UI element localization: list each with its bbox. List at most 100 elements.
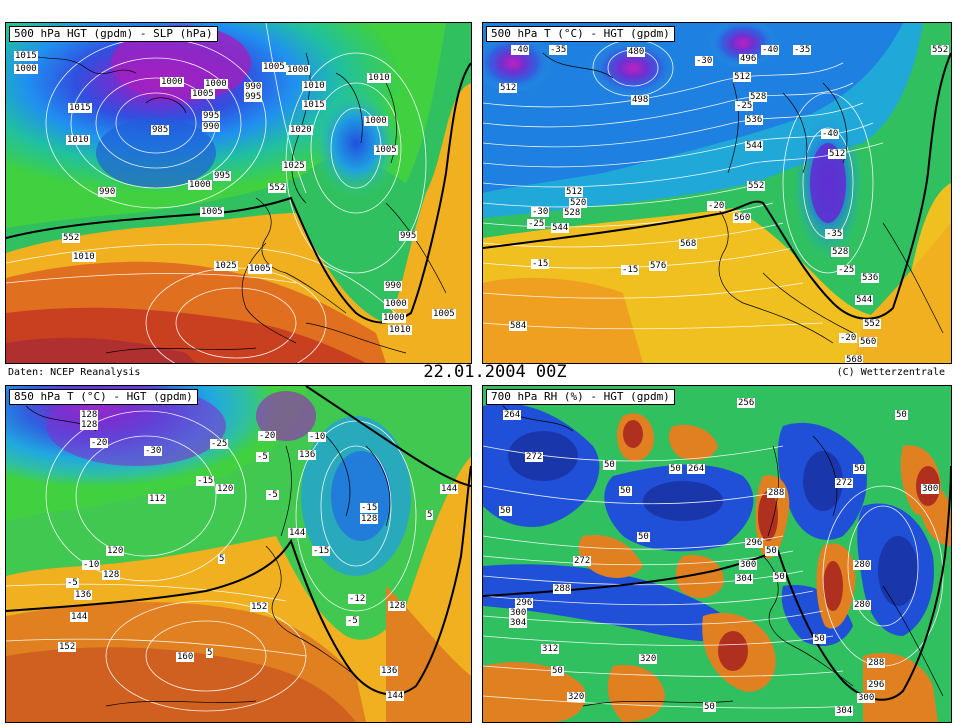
isoline-label: -40 — [511, 45, 530, 55]
isoline-label: -12 — [348, 594, 367, 604]
isoline-label: 498 — [631, 95, 650, 105]
isoline-label: 1010 — [302, 81, 326, 91]
isoline-label: 304 — [735, 574, 754, 584]
map-panel-700hpa-rh-hgt: 700 hPa RH (%) - HGT (gpdm) 264 256 50 2… — [482, 385, 952, 723]
isoline-label: 1010 — [388, 325, 412, 335]
map-panel-500hpa-t-hgt: 500 hPa T (°C) - HGT (gpdm) -40 -35 480 … — [482, 22, 952, 364]
isoline-label: 280 — [853, 600, 872, 610]
isoline-label: -20 — [258, 431, 277, 441]
isoline-label: 128 — [360, 514, 379, 524]
isoline-label: 990 — [244, 82, 263, 92]
isoline-label: -15 — [531, 259, 550, 269]
isoline-label: 512 — [499, 83, 518, 93]
isoline-label: 288 — [553, 584, 572, 594]
isoline-label: 528 — [563, 208, 582, 218]
isoline-label: 990 — [98, 187, 117, 197]
isoline-label: -15 — [621, 265, 640, 275]
isoline-label: 136 — [298, 450, 317, 460]
isoline-label: -5 — [256, 452, 269, 462]
isoline-label: 552 — [268, 183, 287, 193]
isoline-label: 528 — [749, 92, 768, 102]
isoline-label: 272 — [835, 478, 854, 488]
isoline-label: 144 — [440, 484, 459, 494]
isoline-label: 264 — [687, 464, 706, 474]
panel-title: 700 hPa RH (%) - HGT (gpdm) — [486, 389, 675, 405]
map-canvas-850hpa-t-hgt — [6, 386, 471, 722]
isoline-label: 995 — [244, 92, 263, 102]
isoline-label: 1025 — [282, 161, 306, 171]
isoline-label: -15 — [312, 546, 331, 556]
isoline-label: 1020 — [289, 125, 313, 135]
isoline-label: 144 — [70, 612, 89, 622]
isoline-label: 312 — [541, 644, 560, 654]
isoline-label: 128 — [80, 420, 99, 430]
isoline-label: 990 — [202, 122, 221, 132]
isoline-label: 5 — [426, 510, 434, 520]
isoline-label: 536 — [861, 273, 880, 283]
isoline-label: 560 — [859, 337, 878, 347]
isoline-label: 304 — [509, 618, 528, 628]
isoline-label: 568 — [679, 239, 698, 249]
isoline-label: 136 — [380, 666, 399, 676]
isoline-label: 120 — [106, 546, 125, 556]
isoline-label: -30 — [144, 446, 163, 456]
isoline-label: -15 — [196, 476, 215, 486]
isoline-label: 160 — [176, 652, 195, 662]
isoline-label: 264 — [503, 410, 522, 420]
isoline-label: 128 — [102, 570, 121, 580]
isoline-label: 1005 — [200, 207, 224, 217]
isoline-label: 300 — [857, 693, 876, 703]
isoline-label: -25 — [210, 439, 229, 449]
isoline-label: 128 — [388, 601, 407, 611]
isoline-label: -5 — [346, 616, 359, 626]
isoline-label: 320 — [567, 692, 586, 702]
isoline-label: 5 — [218, 554, 226, 564]
isoline-label: 50 — [703, 702, 716, 712]
isoline-label: 1005 — [191, 89, 215, 99]
isoline-label: -5 — [266, 490, 279, 500]
isoline-label: -25 — [735, 101, 754, 111]
isoline-label: 1015 — [302, 100, 326, 110]
isoline-label: 5 — [206, 648, 214, 658]
isoline-label: 1000 — [204, 79, 228, 89]
isoline-label: 1005 — [248, 264, 272, 274]
isoline-label: 1005 — [432, 309, 456, 319]
isoline-label: 50 — [551, 666, 564, 676]
isoline-label: 288 — [767, 488, 786, 498]
isoline-label: -40 — [761, 45, 780, 55]
isoline-label: 1000 — [382, 313, 406, 323]
isoline-label: 1000 — [188, 180, 212, 190]
isoline-label: -10 — [308, 432, 327, 442]
isoline-label: 1010 — [66, 135, 90, 145]
isoline-label: -20 — [839, 333, 858, 343]
isoline-label: 520 — [569, 198, 588, 208]
isoline-label: -20 — [707, 201, 726, 211]
isoline-label: 144 — [386, 691, 405, 701]
isoline-label: 576 — [649, 261, 668, 271]
isoline-label: 296 — [515, 598, 534, 608]
isoline-label: 1025 — [214, 261, 238, 271]
isoline-label: 112 — [148, 494, 167, 504]
isoline-label: 272 — [525, 452, 544, 462]
isoline-label: 120 — [216, 484, 235, 494]
map-panel-850hpa-t-hgt: 850 hPa T (°C) - HGT (gpdm) 128 128 -20 … — [5, 385, 472, 723]
isoline-label: 50 — [603, 460, 616, 470]
copyright-label: (C) Wetterzentrale — [836, 367, 945, 378]
isoline-label: 280 — [853, 560, 872, 570]
panel-title: 850 hPa T (°C) - HGT (gpdm) — [9, 389, 198, 405]
isoline-label: 144 — [288, 528, 307, 538]
isoline-label: -35 — [825, 229, 844, 239]
isoline-label: 995 — [399, 231, 418, 241]
isoline-label: -30 — [695, 56, 714, 66]
isoline-label: -5 — [66, 578, 79, 588]
isoline-label: 584 — [509, 321, 528, 331]
isoline-label: 300 — [509, 608, 528, 618]
isoline-label: 50 — [773, 572, 786, 582]
isoline-label: 1005 — [374, 145, 398, 155]
isoline-label: 50 — [813, 634, 826, 644]
isoline-label: 288 — [867, 658, 886, 668]
isoline-label: -30 — [531, 207, 550, 217]
isoline-label: 320 — [639, 654, 658, 664]
isoline-label: 152 — [58, 642, 77, 652]
data-source-label: Daten: NCEP Reanalysis — [8, 367, 141, 378]
